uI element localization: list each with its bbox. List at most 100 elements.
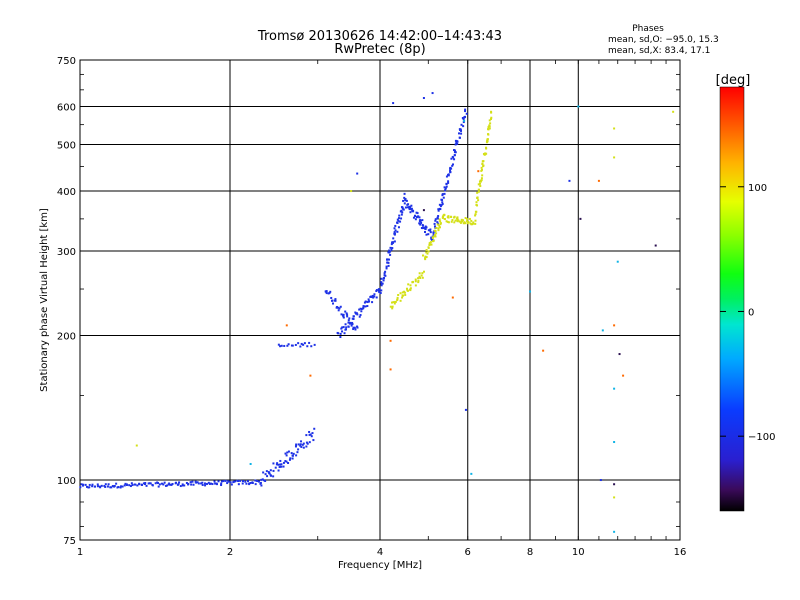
data-point: [195, 481, 198, 484]
data-point: [414, 218, 417, 221]
data-point: [166, 484, 169, 487]
data-point: [450, 157, 453, 160]
data-point: [420, 274, 423, 277]
data-point: [447, 180, 450, 183]
data-point: [409, 288, 412, 291]
data-point: [277, 463, 280, 466]
data-point: [479, 185, 482, 188]
data-point: [482, 160, 485, 163]
data-point: [419, 219, 422, 222]
data-point: [197, 482, 200, 485]
data-point: [292, 452, 295, 455]
data-point: [480, 166, 483, 169]
data-point: [274, 466, 277, 469]
data-point: [144, 482, 147, 485]
data-point: [429, 228, 432, 231]
data-point: [352, 326, 355, 329]
data-point: [358, 308, 361, 311]
data-point: [613, 156, 616, 159]
data-point: [449, 167, 452, 170]
data-point: [370, 296, 373, 299]
data-point: [285, 454, 288, 457]
data-point: [487, 126, 490, 129]
data-point: [415, 211, 418, 214]
data-point: [342, 316, 345, 319]
data-point: [427, 246, 430, 249]
data-point: [171, 482, 174, 485]
data-point: [393, 227, 396, 230]
data-point: [204, 484, 207, 487]
data-point: [481, 174, 484, 177]
data-point: [310, 345, 313, 348]
data-point: [308, 430, 311, 433]
data-point: [458, 220, 461, 223]
data-point: [167, 483, 170, 486]
data-point: [489, 118, 492, 121]
data-point: [407, 203, 410, 206]
data-point: [347, 325, 350, 328]
data-point: [490, 111, 493, 114]
data-point: [349, 322, 352, 325]
data-point: [362, 307, 365, 310]
data-point: [439, 208, 442, 211]
data-point: [241, 482, 244, 485]
data-point: [295, 454, 298, 457]
data-point: [265, 470, 268, 473]
data-point: [414, 280, 417, 283]
data-point: [344, 323, 347, 326]
data-point: [443, 186, 446, 189]
data-point: [453, 151, 456, 154]
data-point: [385, 267, 388, 270]
data-point: [431, 92, 434, 95]
data-point: [185, 481, 188, 484]
y-tick-label: 100: [57, 476, 76, 487]
data-point: [84, 483, 87, 486]
data-point: [488, 119, 491, 122]
data-point: [359, 307, 362, 310]
data-point: [280, 463, 283, 466]
data-point: [209, 482, 212, 485]
data-point: [463, 116, 466, 119]
data-point: [400, 210, 403, 213]
data-point: [287, 343, 290, 346]
data-point: [325, 292, 328, 295]
data-point: [262, 471, 265, 474]
data-point: [387, 258, 390, 261]
data-point: [302, 343, 305, 346]
data-point: [230, 483, 233, 486]
data-point: [348, 317, 351, 320]
data-point: [396, 298, 399, 301]
y-tick-label: 500: [57, 141, 76, 152]
data-point: [372, 296, 375, 299]
data-point: [419, 223, 422, 226]
data-point: [309, 374, 312, 377]
data-point: [336, 306, 339, 309]
data-point: [196, 481, 199, 484]
data-point: [354, 328, 357, 331]
data-point: [434, 219, 437, 222]
data-point: [410, 204, 413, 207]
data-point: [287, 462, 290, 465]
data-point: [337, 309, 340, 312]
data-point: [489, 122, 492, 125]
data-point: [340, 327, 343, 330]
data-point: [419, 276, 422, 279]
data-point: [375, 289, 378, 292]
data-point: [257, 480, 260, 483]
data-point: [412, 210, 415, 213]
data-point: [308, 433, 311, 436]
colorbar-ticks: −100 0 100: [720, 183, 775, 443]
data-point: [259, 481, 262, 484]
data-point: [472, 221, 475, 224]
data-point: [401, 291, 404, 294]
data-point: [474, 219, 477, 222]
data-point: [465, 112, 468, 115]
stats-line-o: mean, sd,O: −95.0, 15.3: [608, 35, 719, 45]
data-point: [447, 173, 450, 176]
data-point: [613, 127, 616, 130]
data-point: [389, 339, 392, 342]
data-point: [484, 153, 487, 156]
data-point: [421, 227, 424, 230]
data-point: [248, 483, 251, 486]
data-point: [433, 235, 436, 238]
